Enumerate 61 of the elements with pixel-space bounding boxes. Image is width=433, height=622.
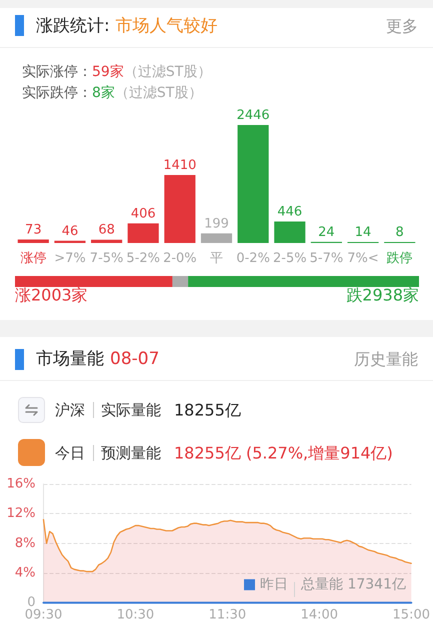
chart-subtitle: 市场人气较好 xyxy=(116,16,218,36)
text: 今日 xyxy=(55,444,85,462)
x-tick-label: 5-7% xyxy=(310,251,344,266)
x-tick-label: 7%< xyxy=(347,251,379,266)
x-tick-label: 15:00 xyxy=(392,608,430,622)
x-tick-label: 09:30 xyxy=(24,608,62,622)
x-tick-label: 10:30 xyxy=(116,608,154,622)
data-label: 涨2003家 xyxy=(15,286,88,304)
bar xyxy=(200,233,232,243)
data-label: 46 xyxy=(62,224,78,239)
chart-title: 涨跌统计: xyxy=(36,16,110,36)
x-tick-label: 2-5% xyxy=(272,251,307,266)
text: 沪深 xyxy=(55,401,85,419)
x-tick-label: 11:30 xyxy=(208,608,246,622)
data-label: 24 xyxy=(318,224,335,240)
text: 市场量能 xyxy=(36,349,104,369)
y-tick-label: 16% xyxy=(6,476,36,492)
x-tick-label: 跌停 xyxy=(386,251,413,266)
text: 预测量能 xyxy=(101,444,161,462)
text: 18255亿 (5.27%,增量914亿) xyxy=(174,444,393,462)
data-label: 73 xyxy=(25,222,42,238)
y-tick-label: 0 xyxy=(27,595,36,610)
legend-label: 昨日 xyxy=(260,576,288,593)
text: 更多 xyxy=(386,16,418,36)
x-tick-label: 5-2% xyxy=(126,251,160,266)
data-label: 2446 xyxy=(236,108,270,123)
data-label: 跌2938家 xyxy=(346,286,419,304)
data-label: 68 xyxy=(98,222,115,238)
bar xyxy=(274,221,306,243)
bar xyxy=(18,239,49,243)
data-label: 199 xyxy=(204,216,229,232)
bar xyxy=(238,125,269,243)
text: 08-07 xyxy=(110,349,160,369)
annotation: 总量能 17341亿 xyxy=(300,576,406,593)
text: 实际涨停： xyxy=(22,64,92,80)
data-label: 406 xyxy=(130,206,156,222)
x-tick-label: 0-2% xyxy=(236,251,270,266)
text: 18255亿 xyxy=(174,400,241,420)
text: 实际跌停： xyxy=(22,85,92,101)
x-tick-label: >7% xyxy=(54,251,86,266)
x-tick-label: 7-5% xyxy=(90,251,124,266)
text: 8家 xyxy=(92,85,115,101)
text: 实际量能 xyxy=(101,401,161,419)
data-label: 8 xyxy=(396,225,404,240)
data-label: 14 xyxy=(354,225,372,240)
y-tick-label: 4% xyxy=(14,566,36,581)
text: 59家 xyxy=(92,64,124,80)
data-label: 1410 xyxy=(163,158,196,173)
text: （过滤ST股） xyxy=(124,64,212,80)
x-tick-label: 14:00 xyxy=(300,608,338,622)
bar xyxy=(128,223,159,243)
y-tick-label: 12% xyxy=(6,506,36,522)
bar xyxy=(91,240,122,243)
y-tick-label: 8% xyxy=(14,536,36,551)
x-tick-label: 2-0% xyxy=(163,251,197,266)
data-label: 446 xyxy=(277,204,302,220)
bar xyxy=(164,174,196,243)
text: （过滤ST股） xyxy=(114,85,202,101)
x-tick-label: 涨停 xyxy=(20,251,46,266)
x-tick-label: 平 xyxy=(210,251,223,266)
text: 历史量能 xyxy=(354,350,418,368)
